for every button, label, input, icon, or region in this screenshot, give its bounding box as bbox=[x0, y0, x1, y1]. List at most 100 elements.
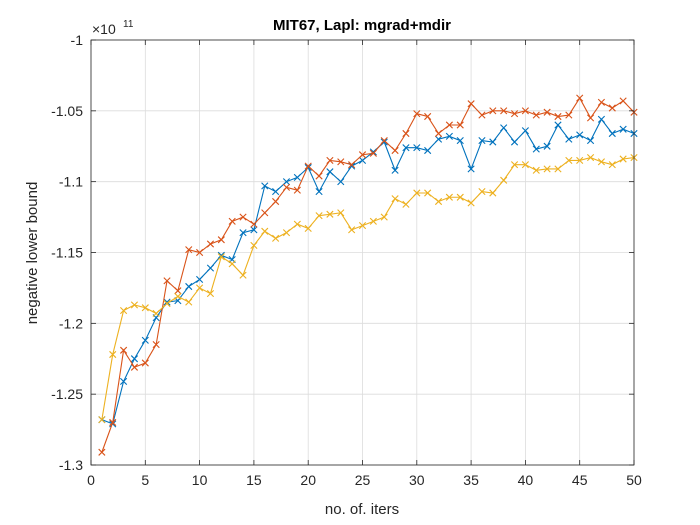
data-point-marker bbox=[196, 248, 204, 257]
data-point-marker bbox=[554, 121, 562, 129]
data-point-marker bbox=[250, 241, 258, 250]
data-point-marker bbox=[206, 264, 215, 272]
data-point-marker bbox=[619, 125, 627, 133]
data-point-marker bbox=[510, 161, 519, 169]
data-point-marker bbox=[597, 115, 606, 123]
data-point-marker bbox=[369, 217, 377, 225]
data-point-marker bbox=[239, 271, 247, 279]
series-2 bbox=[98, 94, 638, 456]
data-point-marker bbox=[543, 165, 551, 173]
x-axis-label: no. of. iters bbox=[325, 501, 399, 518]
data-point-marker bbox=[586, 153, 595, 162]
data-point-marker bbox=[250, 226, 258, 234]
data-point-marker bbox=[119, 346, 128, 354]
data-point-marker bbox=[608, 104, 616, 112]
data-point-marker bbox=[185, 246, 193, 254]
y-tick-label: -1.25 bbox=[51, 386, 83, 402]
data-point-marker bbox=[152, 340, 160, 349]
data-point-marker bbox=[413, 144, 421, 152]
data-point-marker bbox=[445, 132, 453, 140]
data-point-marker bbox=[348, 161, 356, 169]
data-point-marker bbox=[358, 151, 367, 159]
data-point-marker bbox=[576, 156, 584, 165]
y-tick-label: -1.15 bbox=[51, 245, 83, 261]
x-tick-label: 20 bbox=[300, 472, 316, 488]
data-point-marker bbox=[445, 193, 453, 201]
chart-title: MIT67, Lapl: mgrad+mdir bbox=[273, 17, 451, 34]
data-point-marker bbox=[565, 111, 573, 119]
data-point-marker bbox=[554, 165, 562, 173]
x-tick-label: 40 bbox=[518, 472, 534, 488]
data-point-marker bbox=[565, 135, 573, 143]
data-point-marker bbox=[337, 158, 345, 166]
data-point-marker bbox=[130, 355, 139, 363]
data-point-marker bbox=[141, 304, 149, 312]
data-point-marker bbox=[196, 284, 204, 292]
data-point-marker bbox=[141, 336, 149, 344]
data-point-marker bbox=[532, 111, 540, 119]
data-point-marker bbox=[597, 158, 606, 166]
data-point-marker bbox=[315, 187, 323, 196]
data-point-marker bbox=[391, 146, 399, 155]
data-point-marker bbox=[543, 142, 551, 150]
data-point-marker bbox=[391, 195, 399, 203]
data-point-marker bbox=[456, 193, 464, 201]
data-point-marker bbox=[424, 189, 432, 197]
data-point-marker bbox=[358, 156, 367, 165]
data-point-marker bbox=[272, 234, 280, 242]
data-point-marker bbox=[109, 418, 117, 427]
data-point-marker bbox=[445, 121, 453, 129]
data-point-marker bbox=[521, 161, 529, 169]
data-point-marker bbox=[315, 212, 323, 220]
data-point-marker bbox=[369, 149, 377, 157]
data-point-marker bbox=[282, 229, 291, 237]
data-point-marker bbox=[619, 97, 627, 105]
data-point-marker bbox=[489, 189, 497, 197]
data-point-marker bbox=[467, 100, 475, 108]
data-point-marker bbox=[206, 240, 215, 248]
y-tick-label: -1.1 bbox=[59, 174, 83, 190]
data-point-marker bbox=[467, 199, 475, 207]
data-point-marker bbox=[163, 299, 171, 308]
data-point-marker bbox=[500, 124, 508, 132]
data-point-marker bbox=[163, 277, 171, 285]
data-point-marker bbox=[185, 282, 193, 291]
data-point-marker bbox=[239, 229, 247, 237]
data-point-marker bbox=[228, 260, 236, 268]
data-point-marker bbox=[119, 306, 128, 315]
data-point-marker bbox=[478, 111, 486, 119]
data-point-marker bbox=[510, 110, 519, 118]
data-point-marker bbox=[521, 127, 529, 135]
data-point-marker bbox=[402, 200, 410, 208]
data-point-marker bbox=[348, 226, 356, 234]
data-point-marker bbox=[456, 121, 464, 129]
data-point-marker bbox=[196, 275, 204, 284]
data-point-marker bbox=[272, 197, 280, 206]
data-point-marker bbox=[543, 108, 551, 116]
data-point-marker bbox=[434, 129, 443, 138]
data-point-marker bbox=[424, 112, 432, 121]
data-point-marker bbox=[98, 416, 106, 424]
series-group bbox=[98, 94, 638, 456]
x-tick-label: 50 bbox=[626, 472, 642, 488]
data-point-marker bbox=[500, 107, 508, 115]
data-point-marker bbox=[185, 298, 193, 306]
data-point-marker bbox=[98, 448, 106, 456]
x-tick-label: 10 bbox=[192, 472, 208, 488]
data-point-marker bbox=[315, 172, 323, 180]
ticks: 0 5 10 15 20 25 30 35 40 45 50 -1.3 -1.25 -1.2 -1.15 -1… bbox=[51, 32, 642, 488]
data-point-marker bbox=[239, 213, 247, 221]
data-point-marker bbox=[521, 107, 529, 115]
data-point-marker bbox=[478, 187, 486, 196]
data-point-marker bbox=[391, 166, 399, 174]
data-point-marker bbox=[424, 146, 432, 155]
data-point-marker bbox=[293, 186, 301, 194]
x-tick-label: 30 bbox=[409, 472, 425, 488]
data-point-marker bbox=[326, 210, 334, 218]
data-point-marker bbox=[413, 189, 421, 197]
data-point-marker bbox=[326, 168, 334, 176]
data-point-marker bbox=[282, 178, 291, 186]
data-point-marker bbox=[337, 178, 345, 186]
x-tick-label: 5 bbox=[141, 472, 149, 488]
x-tick-label: 35 bbox=[463, 472, 479, 488]
